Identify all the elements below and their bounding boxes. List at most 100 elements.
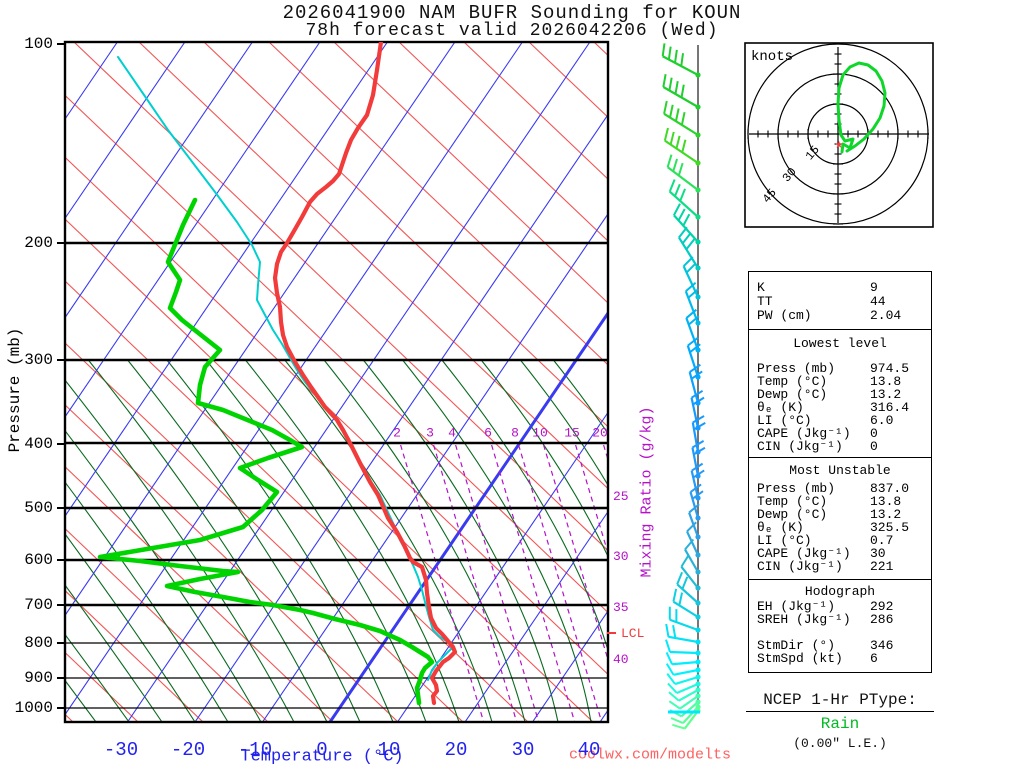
mixing-ratio-edge-label: 40 [613,652,629,667]
isotherm-line [65,42,388,518]
mixing-ratio-edge-label: 30 [613,549,629,564]
wind-barb-column [661,43,706,730]
isotherm-line [194,113,608,722]
moist-adiabat-line [362,359,559,722]
temperature-tick-label: 10 [377,739,401,761]
stats-section-header: Hodograph [804,584,876,599]
pressure-tick-label: 900 [24,669,53,687]
dry-adiabat-line [268,42,608,366]
stats-row: CIN (Jkg⁻¹) 221 [749,559,931,574]
pressure-axis-title: Pressure (mb) [6,327,24,453]
moist-adiabat-line [65,429,262,722]
mixing-ratio-line [455,444,540,722]
moist-adiabat-line [519,359,608,487]
chart-title-line1: 2026041900 NAM BUFR Sounding for KOUN [282,2,742,24]
stats-row: PW (cm) 2.04 [749,308,931,323]
wind-barb [665,652,701,666]
stats-row-label: LI (°C) [757,413,812,428]
dry-adiabat-line [73,42,608,552]
pressure-tick-label: 500 [24,499,53,517]
moist-adiabat-line [65,481,229,722]
wind-barb [686,336,701,380]
stats-row-value: 13.8 [870,494,902,509]
temperature-trace [272,42,458,706]
moist-adiabat-line [65,584,163,722]
stats-row-label: Temp (°C) [757,494,828,509]
stats-row-label: TT [757,294,773,309]
stats-row-value: 292 [870,599,894,614]
stats-row: SREH (Jkg⁻¹) 286 [749,612,931,627]
stats-row: LI (°C) 0.7 [749,533,931,548]
mixing-ratio-label: 20 [592,425,608,441]
stats-row-value: 13.8 [870,374,902,389]
ptype-block: NCEP 1-Hr PType: Rain (0.00" L.E.) [746,691,934,751]
stats-row-label: Dewp (°C) [757,507,828,522]
mixing-ratio-edge-label: 35 [613,600,629,615]
mixing-ratio-label: 10 [532,425,548,441]
stats-row-label: K [757,280,765,295]
stats-row: θₑ (K) 316.4 [749,400,931,415]
dry-adiabat-line [138,42,608,490]
moist-adiabat-line [65,532,196,722]
pressure-tick-label: 100 [24,35,53,53]
stats-row-value: 13.2 [870,507,902,522]
mixing-ratio-line [400,444,485,722]
wind-barb [672,588,701,620]
pressure-tick-label: 1000 [14,699,53,717]
mixing-ratio-line [433,444,518,722]
isotherm-line [262,212,608,722]
stats-row: CAPE (Jkg⁻¹) 0 [749,426,931,441]
wind-barb [691,439,706,479]
wind-barb [665,623,701,645]
wind-barb [680,555,701,591]
moist-adiabat-line [127,359,361,722]
stats-row-label: StmSpd (kt) [757,651,843,666]
isotherm-line [65,42,456,617]
mixing-ratio-line [491,444,576,722]
stats-row-value: 9 [870,280,878,295]
stats-row-label: θₑ (K) [757,520,804,535]
stats-row: StmSpd (kt) 6 [749,651,931,666]
pressure-tick-label: 800 [24,634,53,652]
mixing-ratio-line [518,444,603,722]
stats-section-divider [749,579,931,580]
dry-adiabat-line [65,342,464,722]
wind-barb [686,521,701,558]
wind-barb [663,100,701,138]
dry-adiabat-line [65,156,608,676]
mixing-ratio-label: 3 [426,425,434,441]
wind-barb [689,483,704,521]
mixing-ratio-label: 2 [393,425,401,441]
watermark-link[interactable]: coolwx.com/modelts [568,746,732,764]
temperature-axis-title: Temperature (°C) [240,747,404,767]
pressure-tick-label: 600 [24,551,53,569]
stats-row-value: 30 [870,546,886,561]
wind-barb [668,687,701,702]
stats-row: CAPE (Jkg⁻¹) 30 [749,546,931,561]
isotherm-line [65,42,186,220]
stats-row-label: SREH (Jkg⁻¹) [757,612,851,627]
wind-barb [670,704,701,725]
wind-barb [668,693,701,710]
stats-row-label: θₑ (K) [757,400,804,415]
wind-barb [690,462,705,501]
mixing-ratio-label: 8 [511,425,519,441]
skewt-background-lines [65,42,608,722]
hodograph-units-label: knots [751,49,794,65]
temperature-tick-label: 20 [444,739,468,761]
stats-section-header: Lowest level [793,336,887,351]
stats-row-value: 13.2 [870,387,902,402]
mixing-ratio-axis-title: Mixing Ratio (g/kg) [638,406,656,578]
wind-barb [684,538,701,575]
ptype-value: Rain [820,715,860,733]
dewpoint-trace [97,197,435,706]
ptype-heading: NCEP 1-Hr PType: [746,691,934,712]
stats-row: Temp (°C) 13.8 [749,494,931,509]
isotherm-line [464,510,608,722]
stats-section-divider [749,457,931,458]
ptype-liquid-equivalent: (0.00" L.E.) [793,736,887,751]
stats-panel: K 9 TT 44 PW (cm) 2.04 Lowest level Press (mb) 9… [748,271,932,673]
stats-row-label: StmDir (°) [757,638,836,653]
